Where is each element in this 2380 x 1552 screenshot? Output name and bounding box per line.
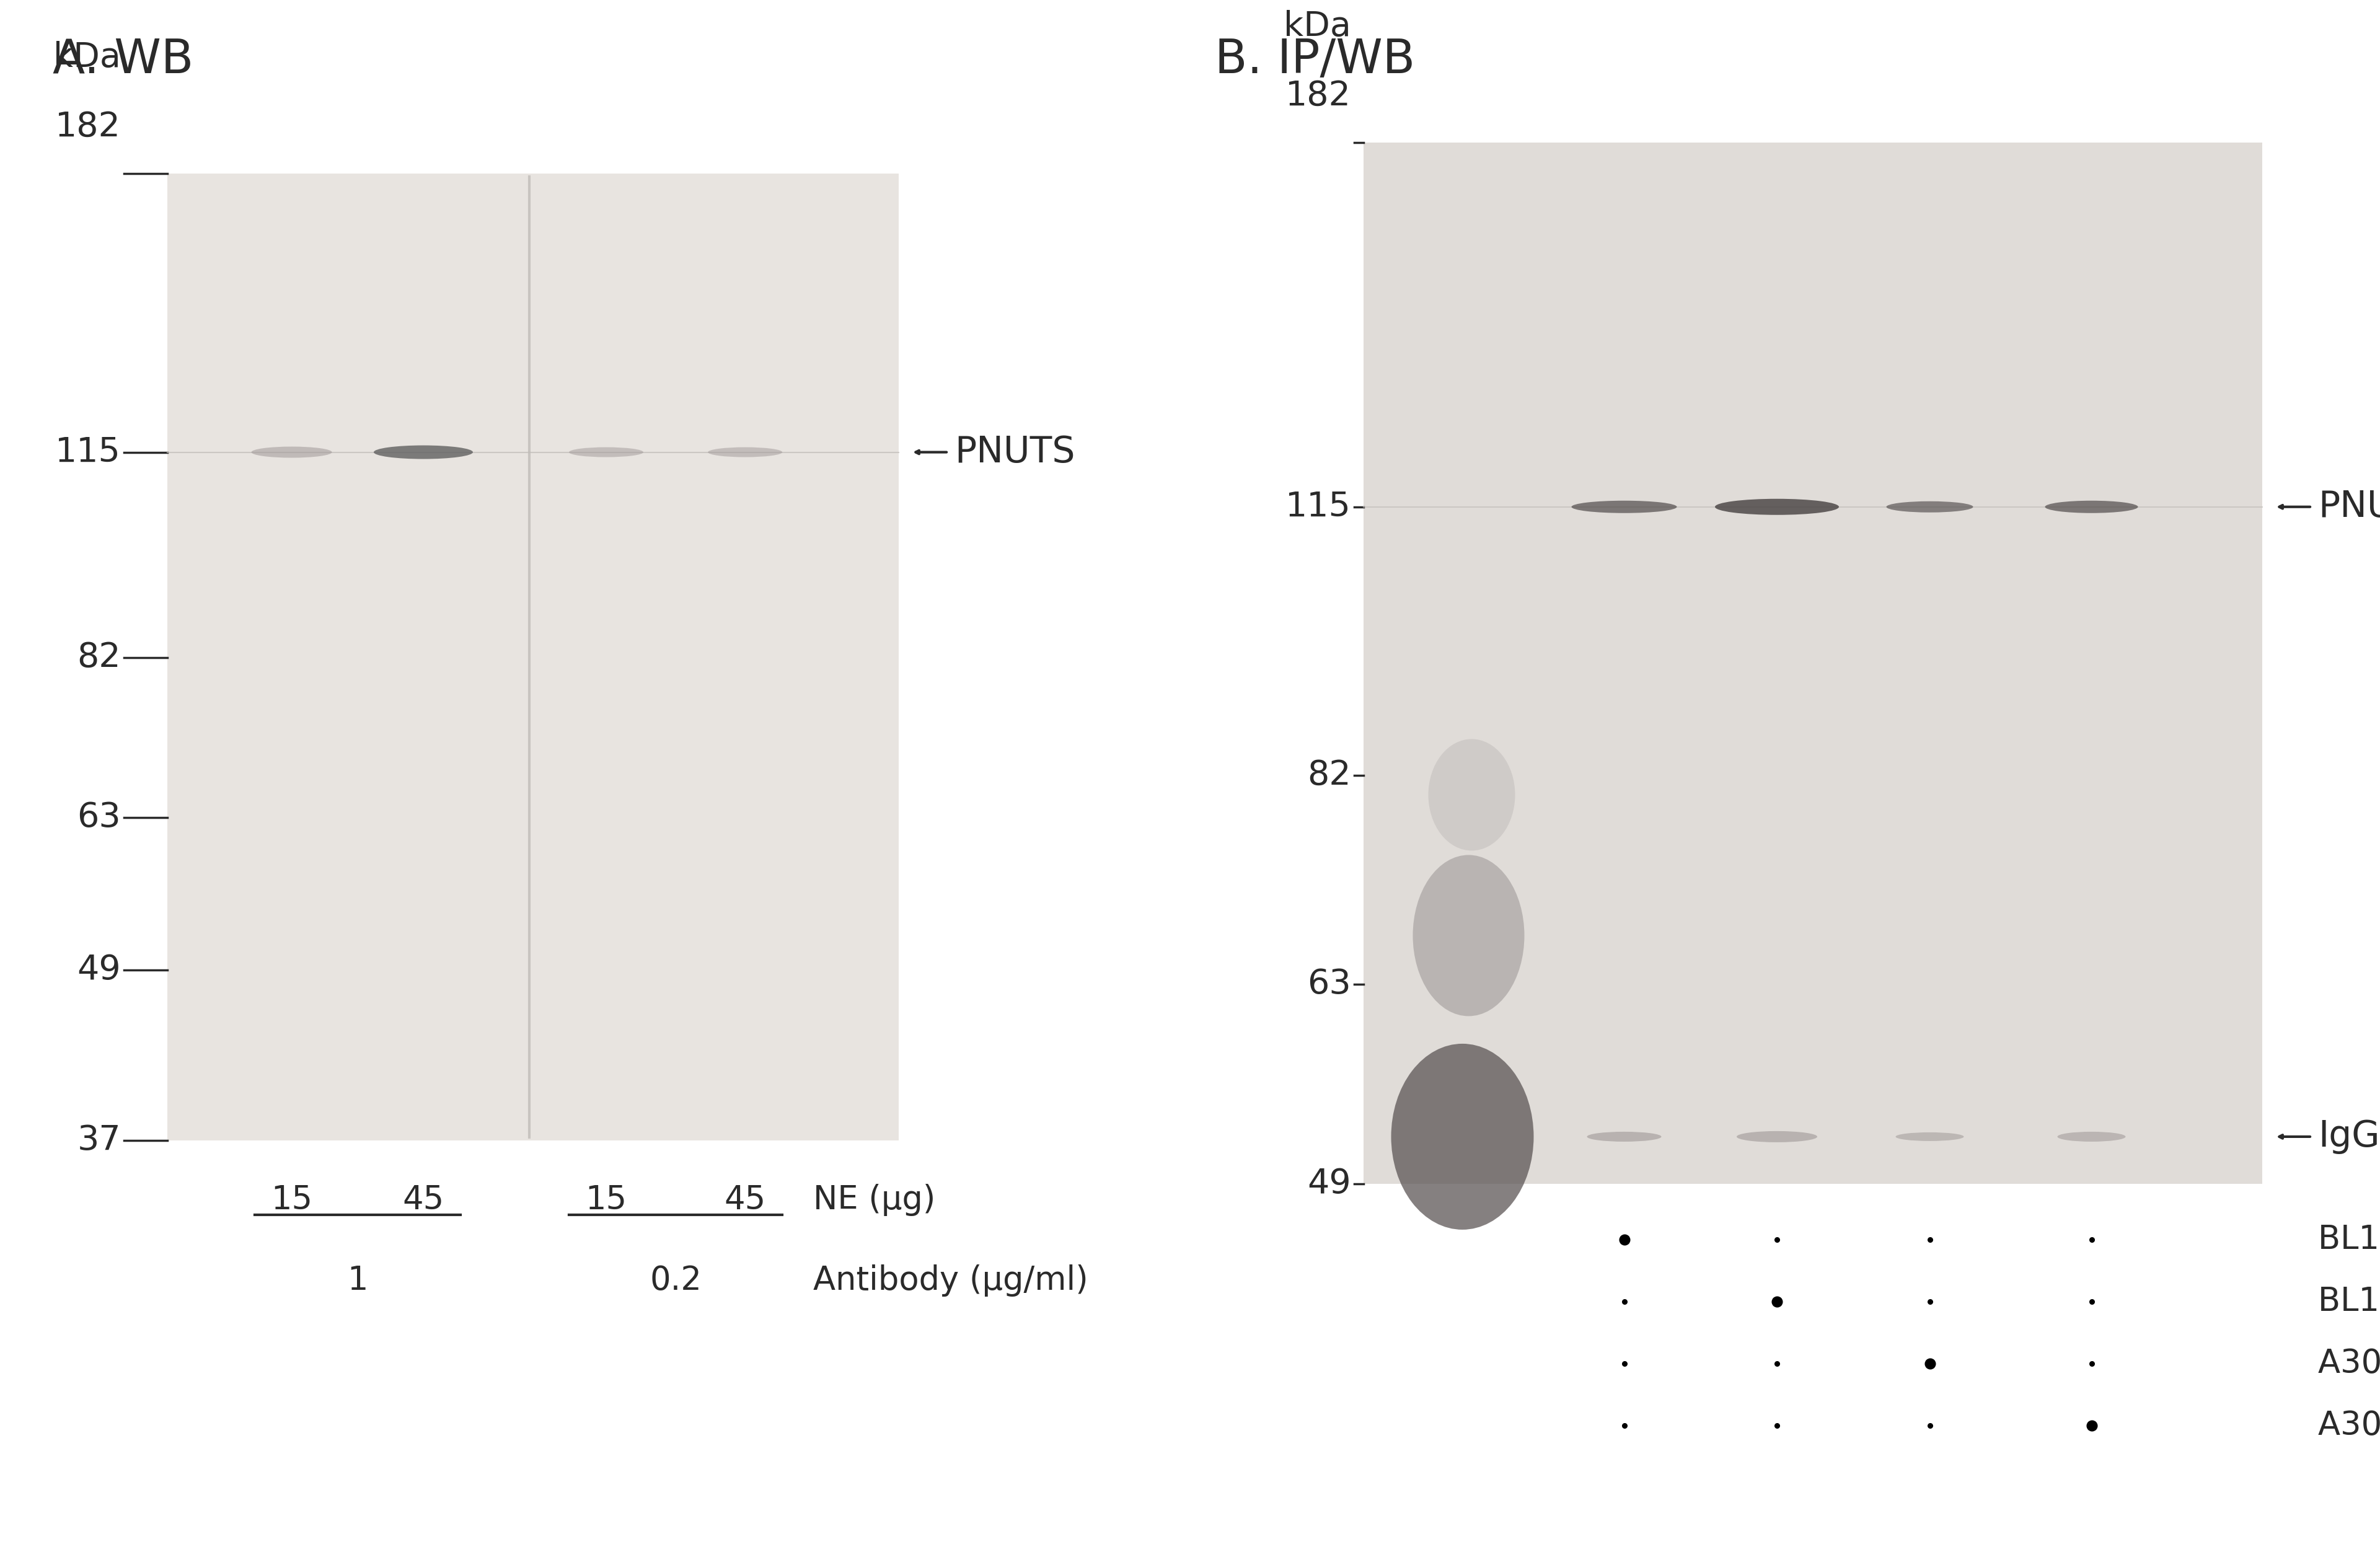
Text: A300-440A IP: A300-440A IP [2318,1409,2380,1442]
Text: 37: 37 [76,1124,121,1158]
Text: A300-439A IP: A300-439A IP [2318,1347,2380,1380]
Text: 15: 15 [585,1184,626,1217]
Text: 45: 45 [724,1184,766,1217]
Ellipse shape [1894,1133,1963,1141]
Text: 115: 115 [55,436,121,469]
Ellipse shape [569,447,643,458]
Ellipse shape [2056,1131,2125,1142]
Ellipse shape [1716,498,1840,515]
Ellipse shape [252,447,331,458]
Text: kDa: kDa [52,40,121,74]
Text: 115: 115 [1285,490,1352,523]
Ellipse shape [1571,501,1678,514]
Text: BL1929 IP: BL1929 IP [2318,1223,2380,1256]
Text: B. IP/WB: B. IP/WB [1214,37,1416,84]
Bar [1364,143,2263,1184]
Ellipse shape [1587,1131,1661,1142]
Ellipse shape [374,445,474,459]
Ellipse shape [1428,739,1516,850]
Ellipse shape [707,447,783,458]
Text: IgG: IgG [2318,1119,2380,1155]
Bar [167,174,900,1141]
Text: 45: 45 [402,1184,445,1217]
Text: 82: 82 [1307,759,1352,792]
Text: 82: 82 [76,641,121,674]
Ellipse shape [1414,855,1523,1017]
Text: PNUTS: PNUTS [954,435,1076,470]
Ellipse shape [2044,501,2137,514]
Text: NE (μg): NE (μg) [814,1184,935,1217]
Text: A. WB: A. WB [52,37,193,84]
Text: Antibody (μg/ml): Antibody (μg/ml) [814,1265,1088,1296]
Text: PNUTS: PNUTS [2318,489,2380,525]
Text: 182: 182 [1285,79,1352,113]
Text: 182: 182 [55,110,121,144]
Ellipse shape [1737,1131,1818,1142]
Text: 0.2: 0.2 [650,1265,702,1296]
Ellipse shape [1392,1043,1533,1229]
Text: BL1930 IP: BL1930 IP [2318,1285,2380,1318]
Text: 49: 49 [76,953,121,987]
Text: 1: 1 [347,1265,369,1296]
Text: kDa: kDa [1283,9,1352,43]
Text: 15: 15 [271,1184,312,1217]
Text: 49: 49 [1307,1167,1352,1201]
Text: 63: 63 [76,801,121,833]
Text: 63: 63 [1307,967,1352,1001]
Ellipse shape [1887,501,1973,512]
